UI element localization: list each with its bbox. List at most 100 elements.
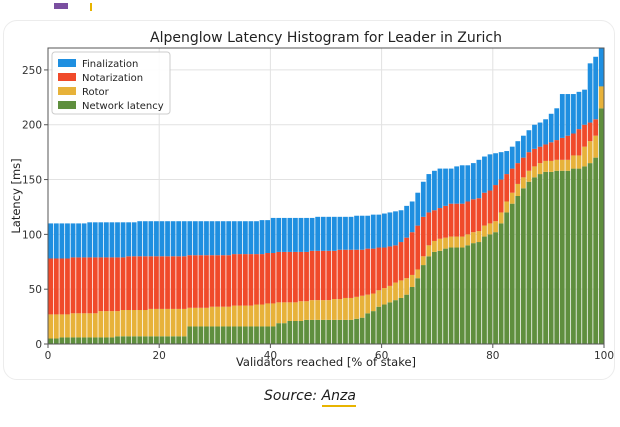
bar-rotor [404,278,410,295]
bar-finalization [515,141,521,164]
bar-notarization [320,250,326,301]
bar-network-latency [215,326,220,344]
bar-finalization [432,170,437,211]
bar-network-latency [504,212,510,344]
bar-network-latency [498,223,504,344]
bar-notarization [176,256,182,309]
bar-rotor [265,303,271,327]
bar-network-latency [320,319,326,344]
bar-rotor [87,313,93,338]
bar-notarization [137,256,143,311]
bar-notarization [165,256,170,309]
bar-notarization [276,251,282,303]
bar-network-latency [343,319,348,344]
bar-notarization [476,198,482,232]
bar-rotor [343,297,348,320]
bar-network-latency [443,248,448,344]
bar-notarization [415,225,421,270]
bar-finalization [598,48,604,87]
bar-rotor [465,234,471,246]
bar-network-latency [226,326,232,344]
bar-notarization [593,119,599,136]
legend-label: Network latency [82,101,164,112]
bar-finalization [387,212,393,247]
bar-rotor [571,155,576,169]
bar-notarization [326,250,332,301]
bar-finalization [254,221,259,255]
bar-finalization [548,113,554,143]
bar-notarization [304,251,309,302]
bar-network-latency [165,336,170,344]
x-tick-label: 100 [594,350,614,362]
bar-finalization [120,222,126,258]
bar-network-latency [437,250,443,344]
source-link[interactable]: Anza [321,388,356,407]
bar-finalization [148,221,154,257]
bar-finalization [59,223,65,259]
bar-network-latency [187,326,193,344]
bar-network-latency [370,311,376,344]
bar-rotor [142,310,148,337]
bar-notarization [376,247,382,291]
bar-rotor [459,236,465,248]
bar-notarization [543,144,549,161]
bar-notarization [48,258,54,315]
bar-finalization [520,135,526,158]
bar-rotor [192,307,198,327]
legend-label: Notarization [82,73,143,84]
bar-rotor [70,313,76,338]
bar-network-latency [142,336,148,344]
bar-finalization [265,220,271,254]
bar-rotor [348,297,354,320]
bar-finalization [159,221,165,257]
bar-notarization [454,203,460,237]
bar-finalization [70,223,76,258]
bar-network-latency [515,196,521,344]
bar-finalization [381,213,387,248]
bar-rotor [520,177,526,189]
legend-box [51,51,171,115]
bar-rotor [298,301,304,321]
y-tick-label: 50 [29,284,42,296]
bar-notarization [420,216,426,257]
bar-finalization [270,217,276,254]
bar-finalization [215,221,220,256]
bar-notarization [204,255,209,308]
bar-network-latency [98,337,104,344]
bar-notarization [242,254,248,306]
bar-finalization [376,214,382,248]
logo-fragment [54,3,68,9]
bar-notarization [437,208,443,239]
bar-notarization [520,157,526,178]
legend-swatch [58,101,76,109]
y-tick-label: 250 [22,65,42,77]
bar-notarization [526,152,532,171]
bar-network-latency [359,317,365,344]
legend-swatch [58,87,76,95]
bar-notarization [198,255,204,308]
bar-rotor [543,160,549,172]
bar-finalization [576,91,582,130]
bar-notarization [87,257,93,314]
bar-network-latency [532,177,537,344]
y-tick-label: 150 [22,175,42,187]
bar-finalization [582,89,587,125]
bar-notarization [103,257,109,312]
x-tick-label: 80 [486,350,499,362]
x-axis-label: Validators reached [% of stake] [236,355,416,369]
bar-notarization [432,210,437,241]
bar-notarization [532,148,537,167]
bar-notarization [115,257,120,312]
bar-finalization [365,215,371,249]
bar-network-latency [482,236,487,344]
bar-notarization [265,253,271,304]
bar-finalization [532,124,537,149]
bar-network-latency [192,326,198,344]
bar-rotor [81,313,87,338]
logo-fragment-accent [90,3,92,11]
bar-notarization [181,256,187,309]
bar-notarization [226,255,232,307]
bar-rotor [92,313,98,338]
bar-network-latency [209,326,215,344]
bar-rotor [448,236,454,248]
